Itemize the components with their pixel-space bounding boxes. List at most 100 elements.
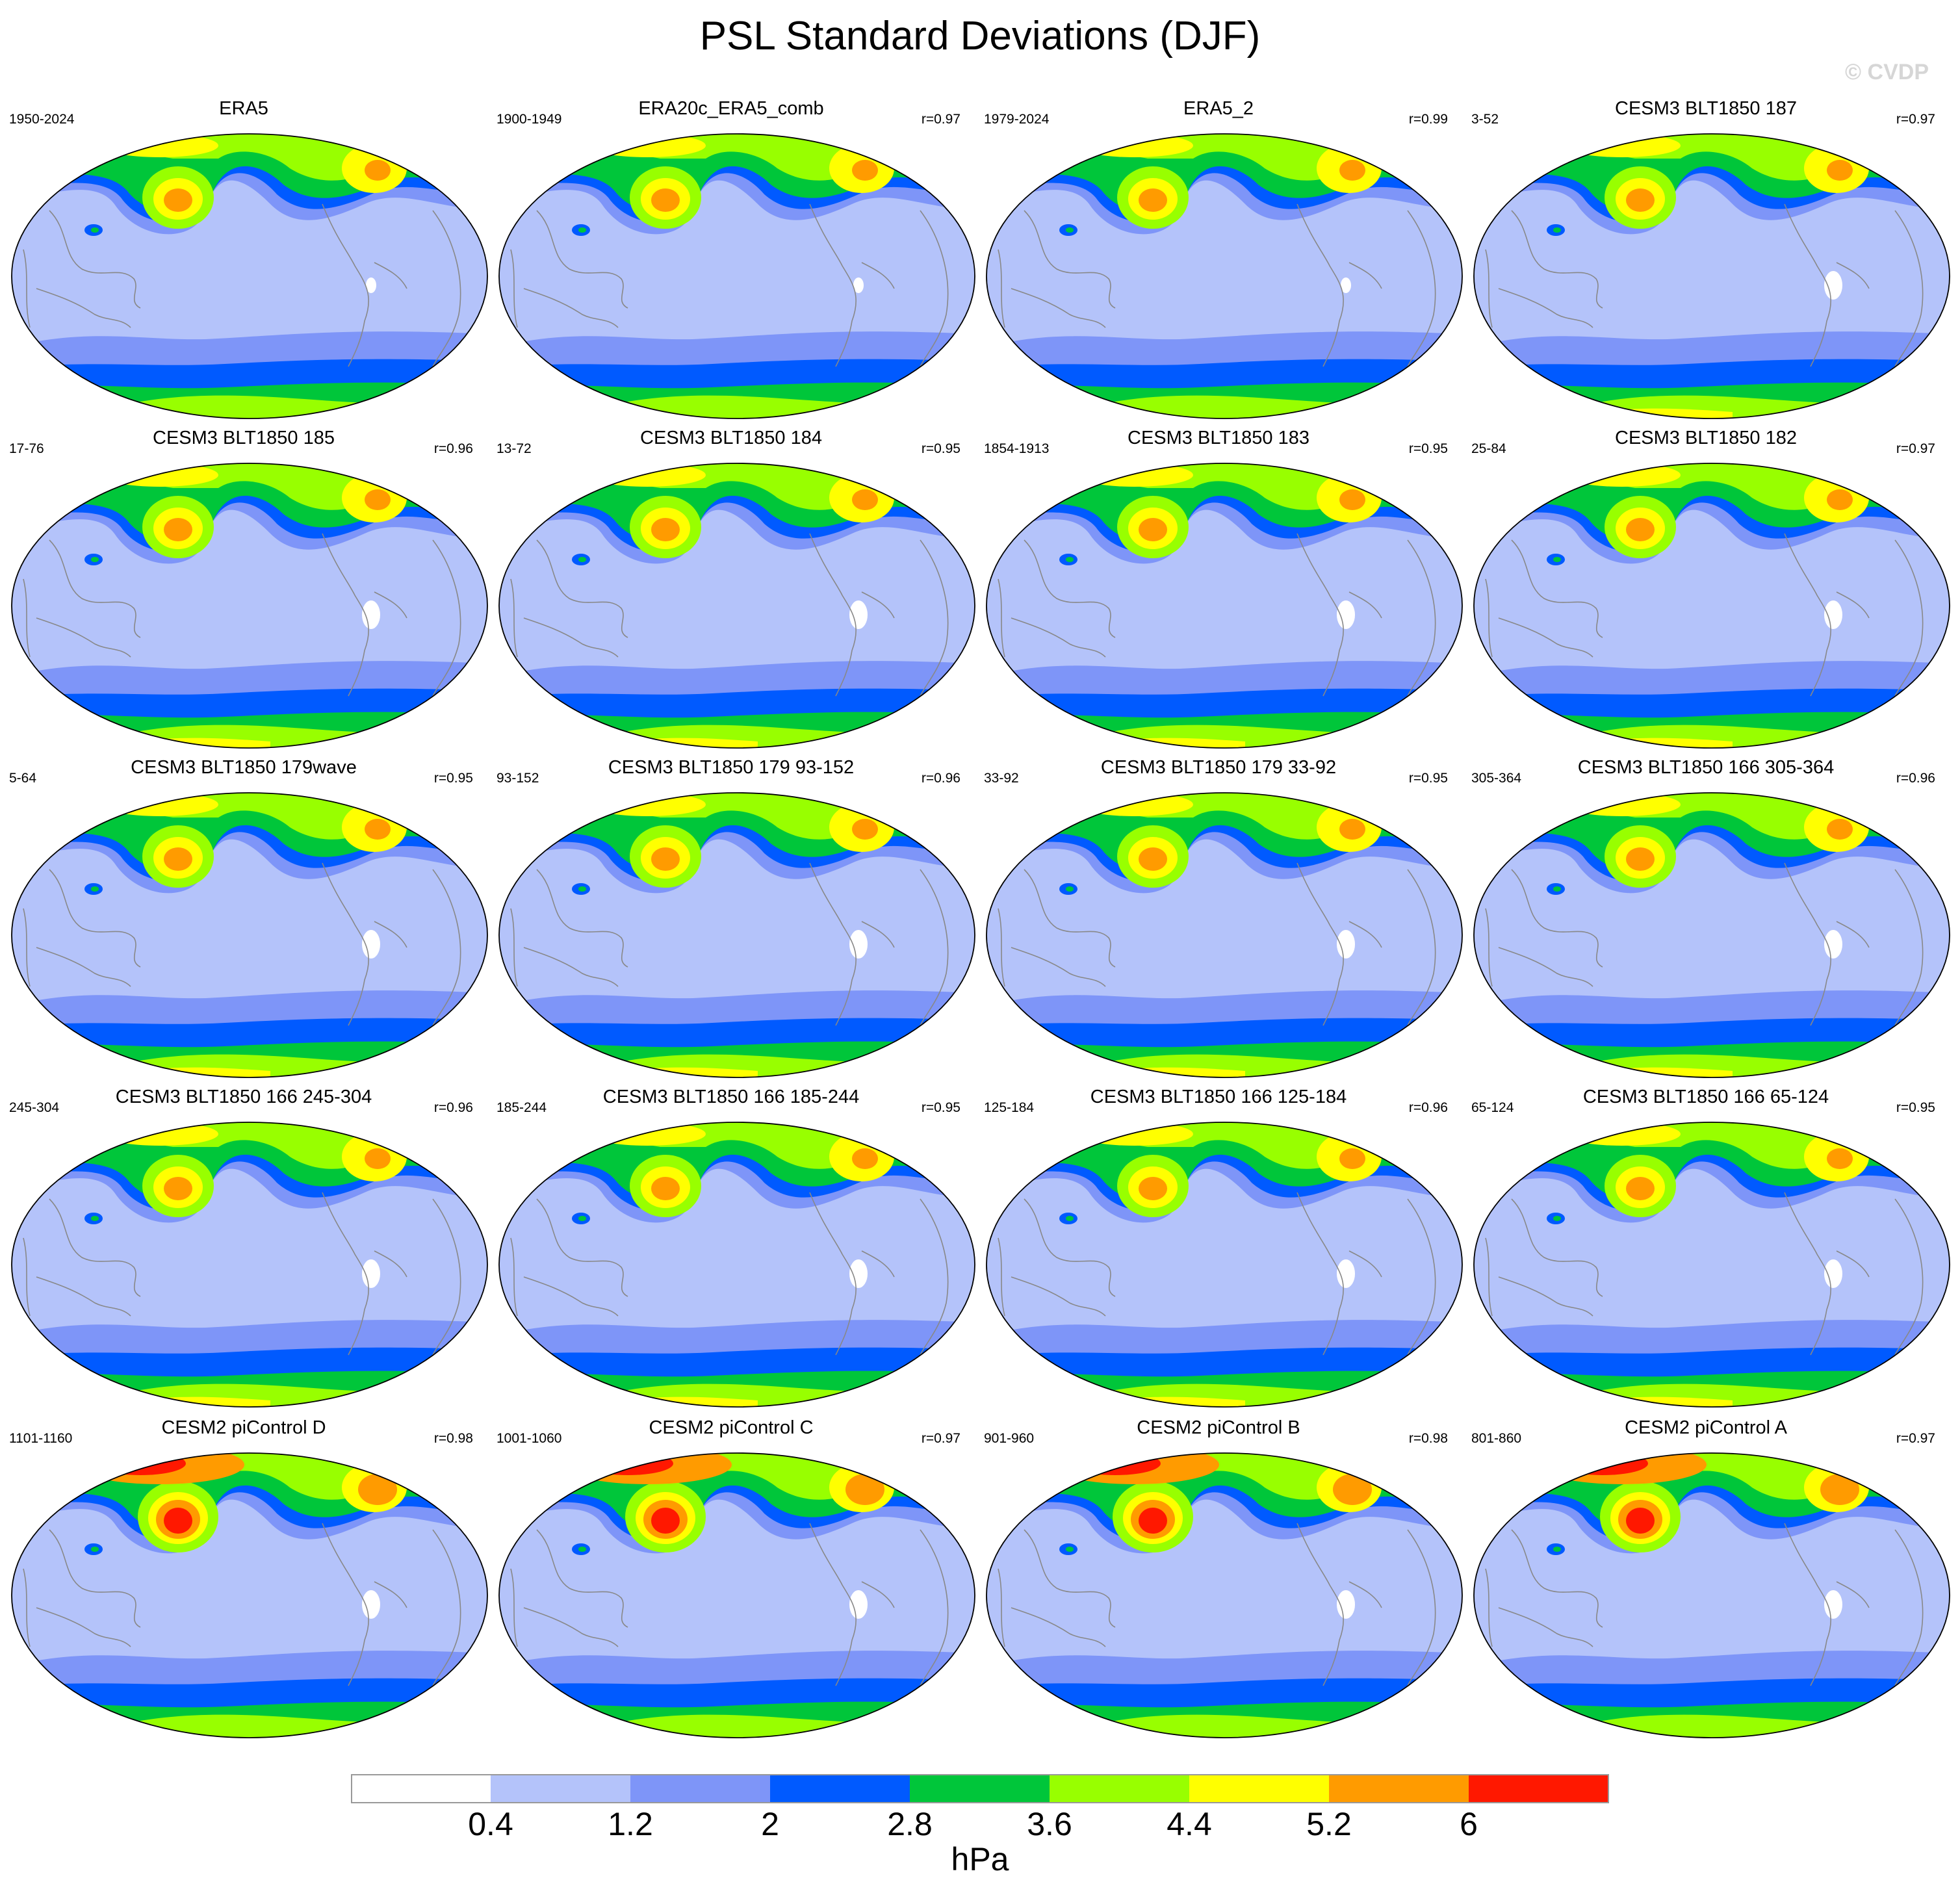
map-panel: CESM3 BLT1850 179wave 5-64 r=0.95 xyxy=(0,756,488,1078)
psl-std-map xyxy=(498,1452,975,1738)
panel-title: CESM3 BLT1850 179 93-152 xyxy=(608,757,855,778)
map-panel: CESM2 piControl A 801-860 r=0.97 xyxy=(1462,1417,1950,1738)
panel-title: CESM2 piControl C xyxy=(649,1417,814,1438)
map-panel: CESM3 BLT1850 179 93-152 93-152 r=0.96 xyxy=(487,756,975,1078)
colorbar-swatch xyxy=(351,1774,491,1803)
colorbar-swatch xyxy=(1189,1774,1330,1803)
panel-years: 5-64 xyxy=(9,771,37,786)
panel-years: 25-84 xyxy=(1471,441,1506,456)
panel-correlation: r=0.95 xyxy=(1408,771,1448,786)
colorbar-swatch xyxy=(630,1774,771,1803)
panel-title: CESM3 BLT1850 185 xyxy=(153,428,335,448)
panel-years: 1001-1060 xyxy=(496,1431,562,1446)
panel-title: CESM3 BLT1850 166 185-244 xyxy=(602,1087,860,1107)
panel-title: CESM3 BLT1850 179 33-92 xyxy=(1100,757,1337,778)
panel-title: CESM3 BLT1850 166 245-304 xyxy=(115,1087,372,1107)
psl-std-map xyxy=(498,792,975,1078)
map-panel: CESM3 BLT1850 166 245-304 245-304 r=0.96 xyxy=(0,1086,488,1408)
psl-std-map xyxy=(986,792,1463,1078)
map-panel: CESM2 piControl D 1101-1160 r=0.98 xyxy=(0,1417,488,1738)
panel-years: 1900-1949 xyxy=(496,112,562,127)
panel-title: CESM3 BLT1850 166 125-184 xyxy=(1090,1087,1347,1107)
panel-years: 3-52 xyxy=(1471,112,1499,127)
psl-std-map xyxy=(11,1122,488,1408)
map-panel: CESM3 BLT1850 166 305-364 305-364 r=0.96 xyxy=(1462,756,1950,1078)
map-panel: CESM3 BLT1850 166 125-184 125-184 r=0.96 xyxy=(975,1086,1463,1408)
psl-std-map xyxy=(986,133,1463,419)
psl-std-map xyxy=(498,133,975,419)
panel-years: 245-304 xyxy=(9,1100,60,1115)
panel-years: 93-152 xyxy=(496,771,539,786)
map-panel: CESM3 BLT1850 182 25-84 r=0.97 xyxy=(1462,427,1950,749)
panel-title: CESM2 piControl D xyxy=(161,1417,326,1438)
panel-title: CESM3 BLT1850 166 305-364 xyxy=(1577,757,1835,778)
map-panel: CESM3 BLT1850 166 185-244 185-244 r=0.95 xyxy=(487,1086,975,1408)
panel-correlation: r=0.99 xyxy=(1408,112,1448,127)
panel-years: 1854-1913 xyxy=(984,441,1050,456)
panel-correlation: r=0.97 xyxy=(1896,112,1935,127)
panel-correlation: r=0.96 xyxy=(921,771,961,786)
panel-correlation: r=0.98 xyxy=(1408,1431,1448,1446)
panel-years: 305-364 xyxy=(1471,771,1522,786)
colorbar-swatch xyxy=(1050,1774,1190,1803)
colorbar-labels: 0.4 1.2 2 2.8 3.6 4.4 5.2 6 xyxy=(351,1805,1608,1844)
panel-title: CESM3 BLT1850 183 xyxy=(1128,428,1309,448)
panel-correlation: r=0.95 xyxy=(1896,1100,1935,1115)
colorbar-units: hPa xyxy=(951,1841,1009,1877)
panel-correlation: r=0.97 xyxy=(1896,441,1935,456)
psl-std-map xyxy=(11,463,488,749)
panel-correlation: r=0.97 xyxy=(921,112,961,127)
colorbar-swatch xyxy=(491,1774,631,1803)
psl-std-map xyxy=(1473,1122,1950,1408)
map-panel-grid: ERA5 1950-2024 xyxy=(0,97,1950,1738)
panel-years: 33-92 xyxy=(984,771,1019,786)
panel-title: CESM2 piControl B xyxy=(1137,1417,1300,1438)
psl-std-map xyxy=(1473,463,1950,749)
panel-title: CESM3 BLT1850 179wave xyxy=(131,757,357,778)
map-panel: CESM3 BLT1850 166 65-124 65-124 r=0.95 xyxy=(1462,1086,1950,1408)
panel-title: CESM3 BLT1850 184 xyxy=(640,428,822,448)
panel-years: 1979-2024 xyxy=(984,112,1050,127)
colorbar-tick-label: 2 xyxy=(761,1806,779,1842)
colorbar-tick-label: 1.2 xyxy=(608,1806,653,1842)
colorbar-swatch xyxy=(770,1774,910,1803)
map-panel: CESM3 BLT1850 185 17-76 r=0.96 xyxy=(0,427,488,749)
panel-years: 901-960 xyxy=(984,1431,1035,1446)
panel-years: 65-124 xyxy=(1471,1100,1514,1115)
map-panel: CESM3 BLT1850 179 33-92 33-92 r=0.95 xyxy=(975,756,1463,1078)
panel-correlation: r=0.96 xyxy=(1896,771,1935,786)
colorbar-tick-label: 0.4 xyxy=(468,1806,513,1842)
panel-correlation: r=0.97 xyxy=(1896,1431,1935,1446)
colorbar-tick-label: 5.2 xyxy=(1306,1806,1352,1842)
map-panel: CESM3 BLT1850 183 1854-1913 r=0.95 xyxy=(975,427,1463,749)
panel-title: CESM3 BLT1850 166 65-124 xyxy=(1582,1087,1829,1107)
colorbar-tick-label: 3.6 xyxy=(1027,1806,1072,1842)
panel-title: ERA5 xyxy=(219,98,268,119)
panel-correlation: r=0.95 xyxy=(1408,441,1448,456)
map-panel: CESM3 BLT1850 187 3-52 r=0.97 xyxy=(1462,97,1950,419)
panel-correlation: r=0.95 xyxy=(921,441,961,456)
panel-correlation: r=0.95 xyxy=(433,771,473,786)
colorbar-swatch xyxy=(1469,1774,1609,1803)
panel-title: ERA5_2 xyxy=(1183,98,1254,119)
panel-years: 17-76 xyxy=(9,441,44,456)
colorbar xyxy=(351,1774,1609,1803)
psl-std-map xyxy=(1473,133,1950,419)
psl-std-map xyxy=(11,1452,488,1738)
watermark: © CVDP xyxy=(1845,60,1929,84)
panel-years: 13-72 xyxy=(496,441,532,456)
panel-correlation: r=0.96 xyxy=(433,441,473,456)
colorbar-tick-label: 6 xyxy=(1460,1806,1478,1842)
panel-years: 801-860 xyxy=(1471,1431,1522,1446)
panel-title: CESM3 BLT1850 187 xyxy=(1615,98,1797,119)
psl-std-map xyxy=(1473,792,1950,1078)
panel-years: 185-244 xyxy=(496,1100,547,1115)
colorbar-tick-label: 4.4 xyxy=(1167,1806,1212,1842)
panel-correlation: r=0.96 xyxy=(1408,1100,1448,1115)
panel-correlation: r=0.98 xyxy=(433,1431,473,1446)
panel-years: 1950-2024 xyxy=(9,112,75,127)
panel-title: ERA20c_ERA5_comb xyxy=(638,98,824,119)
map-panel: ERA20c_ERA5_comb 1900-1949 r=0.97 xyxy=(487,97,975,419)
map-panel: ERA5 1950-2024 xyxy=(0,97,488,419)
colorbar-swatch xyxy=(910,1774,1050,1803)
